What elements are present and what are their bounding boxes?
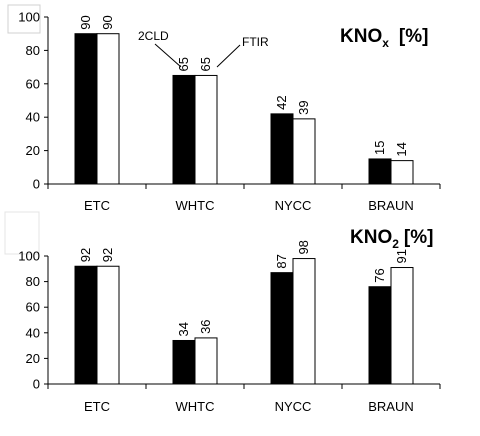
data-label-top-series2: 14	[394, 142, 409, 156]
data-label-top-series2: 39	[296, 100, 311, 114]
data-label-bottom-series2: 98	[296, 240, 311, 254]
data-label-top-series1: 65	[176, 57, 191, 71]
data-label-bottom-series1: 34	[176, 322, 191, 336]
bar-top-series2	[96, 33, 120, 185]
x-tick-label-bottom: ETC	[84, 399, 110, 414]
data-label-bottom-series2: 91	[394, 249, 409, 263]
annotation-ftir-leader	[216, 44, 241, 68]
x-tick-label-top: BRAUN	[368, 198, 414, 213]
x-tick-label-top: NYCC	[275, 198, 312, 213]
y-tick-label-top: 0	[33, 177, 40, 192]
data-label-bottom-series1: 92	[78, 248, 93, 262]
x-tick-label-bottom: NYCC	[275, 399, 312, 414]
y-tick-label-top: 100	[18, 10, 40, 25]
annotation-2cld-leader	[154, 43, 182, 68]
data-label-bottom-series2: 36	[198, 319, 213, 333]
y-tick-label-bottom: 80	[26, 274, 40, 289]
bar-bottom-series2	[96, 265, 120, 385]
data-label-top-series2: 65	[198, 57, 213, 71]
y-tick-label-bottom: 20	[26, 351, 40, 366]
chart-title-top: KNOx [%]	[340, 26, 428, 50]
bar-bottom-series1	[270, 272, 294, 385]
data-label-top-series2: 90	[100, 15, 115, 29]
y-tick-label-top: 80	[26, 43, 40, 58]
legend-placeholder-box-bottom	[4, 211, 40, 255]
bar-top-series1	[270, 113, 294, 185]
bar-top-series2	[292, 118, 316, 185]
data-label-bottom-series2: 92	[100, 248, 115, 262]
bar-bottom-series2	[292, 258, 316, 385]
data-label-top-series1: 42	[274, 95, 289, 109]
bar-bottom-series1	[74, 265, 98, 385]
y-tick-label-bottom: 100	[18, 249, 40, 264]
bar-top-series1	[74, 33, 98, 185]
x-tick-label-bottom: WHTC	[176, 399, 215, 414]
bar-top-series2	[194, 74, 218, 185]
bar-bottom-series1	[368, 286, 392, 385]
y-tick-label-bottom: 0	[33, 377, 40, 392]
annotation-ftir: FTIR	[242, 35, 269, 49]
x-tick-label-top: ETC	[84, 198, 110, 213]
bar-bottom-series1	[172, 339, 196, 385]
bar-top-series2	[390, 160, 414, 185]
bar-bottom-series2	[194, 337, 218, 385]
y-tick-label-top: 20	[26, 143, 40, 158]
y-tick-label-bottom: 60	[26, 300, 40, 315]
y-tick-label-top: 40	[26, 110, 40, 125]
x-tick-label-bottom: BRAUN	[368, 399, 414, 414]
chart-title-bottom: KNO2 [%]	[350, 227, 433, 251]
data-label-bottom-series1: 76	[372, 268, 387, 282]
y-tick-label-bottom: 40	[26, 325, 40, 340]
bar-top-series1	[368, 158, 392, 185]
legend-placeholder-box-top	[7, 4, 41, 34]
data-label-top-series1: 90	[78, 15, 93, 29]
data-label-bottom-series1: 87	[274, 254, 289, 268]
y-tick-label-top: 60	[26, 76, 40, 91]
bar-top-series1	[172, 74, 196, 185]
x-tick-label-top: WHTC	[176, 198, 215, 213]
annotation-2cld: 2CLD	[138, 29, 169, 43]
data-label-top-series1: 15	[372, 140, 387, 154]
bar-bottom-series2	[390, 267, 414, 385]
